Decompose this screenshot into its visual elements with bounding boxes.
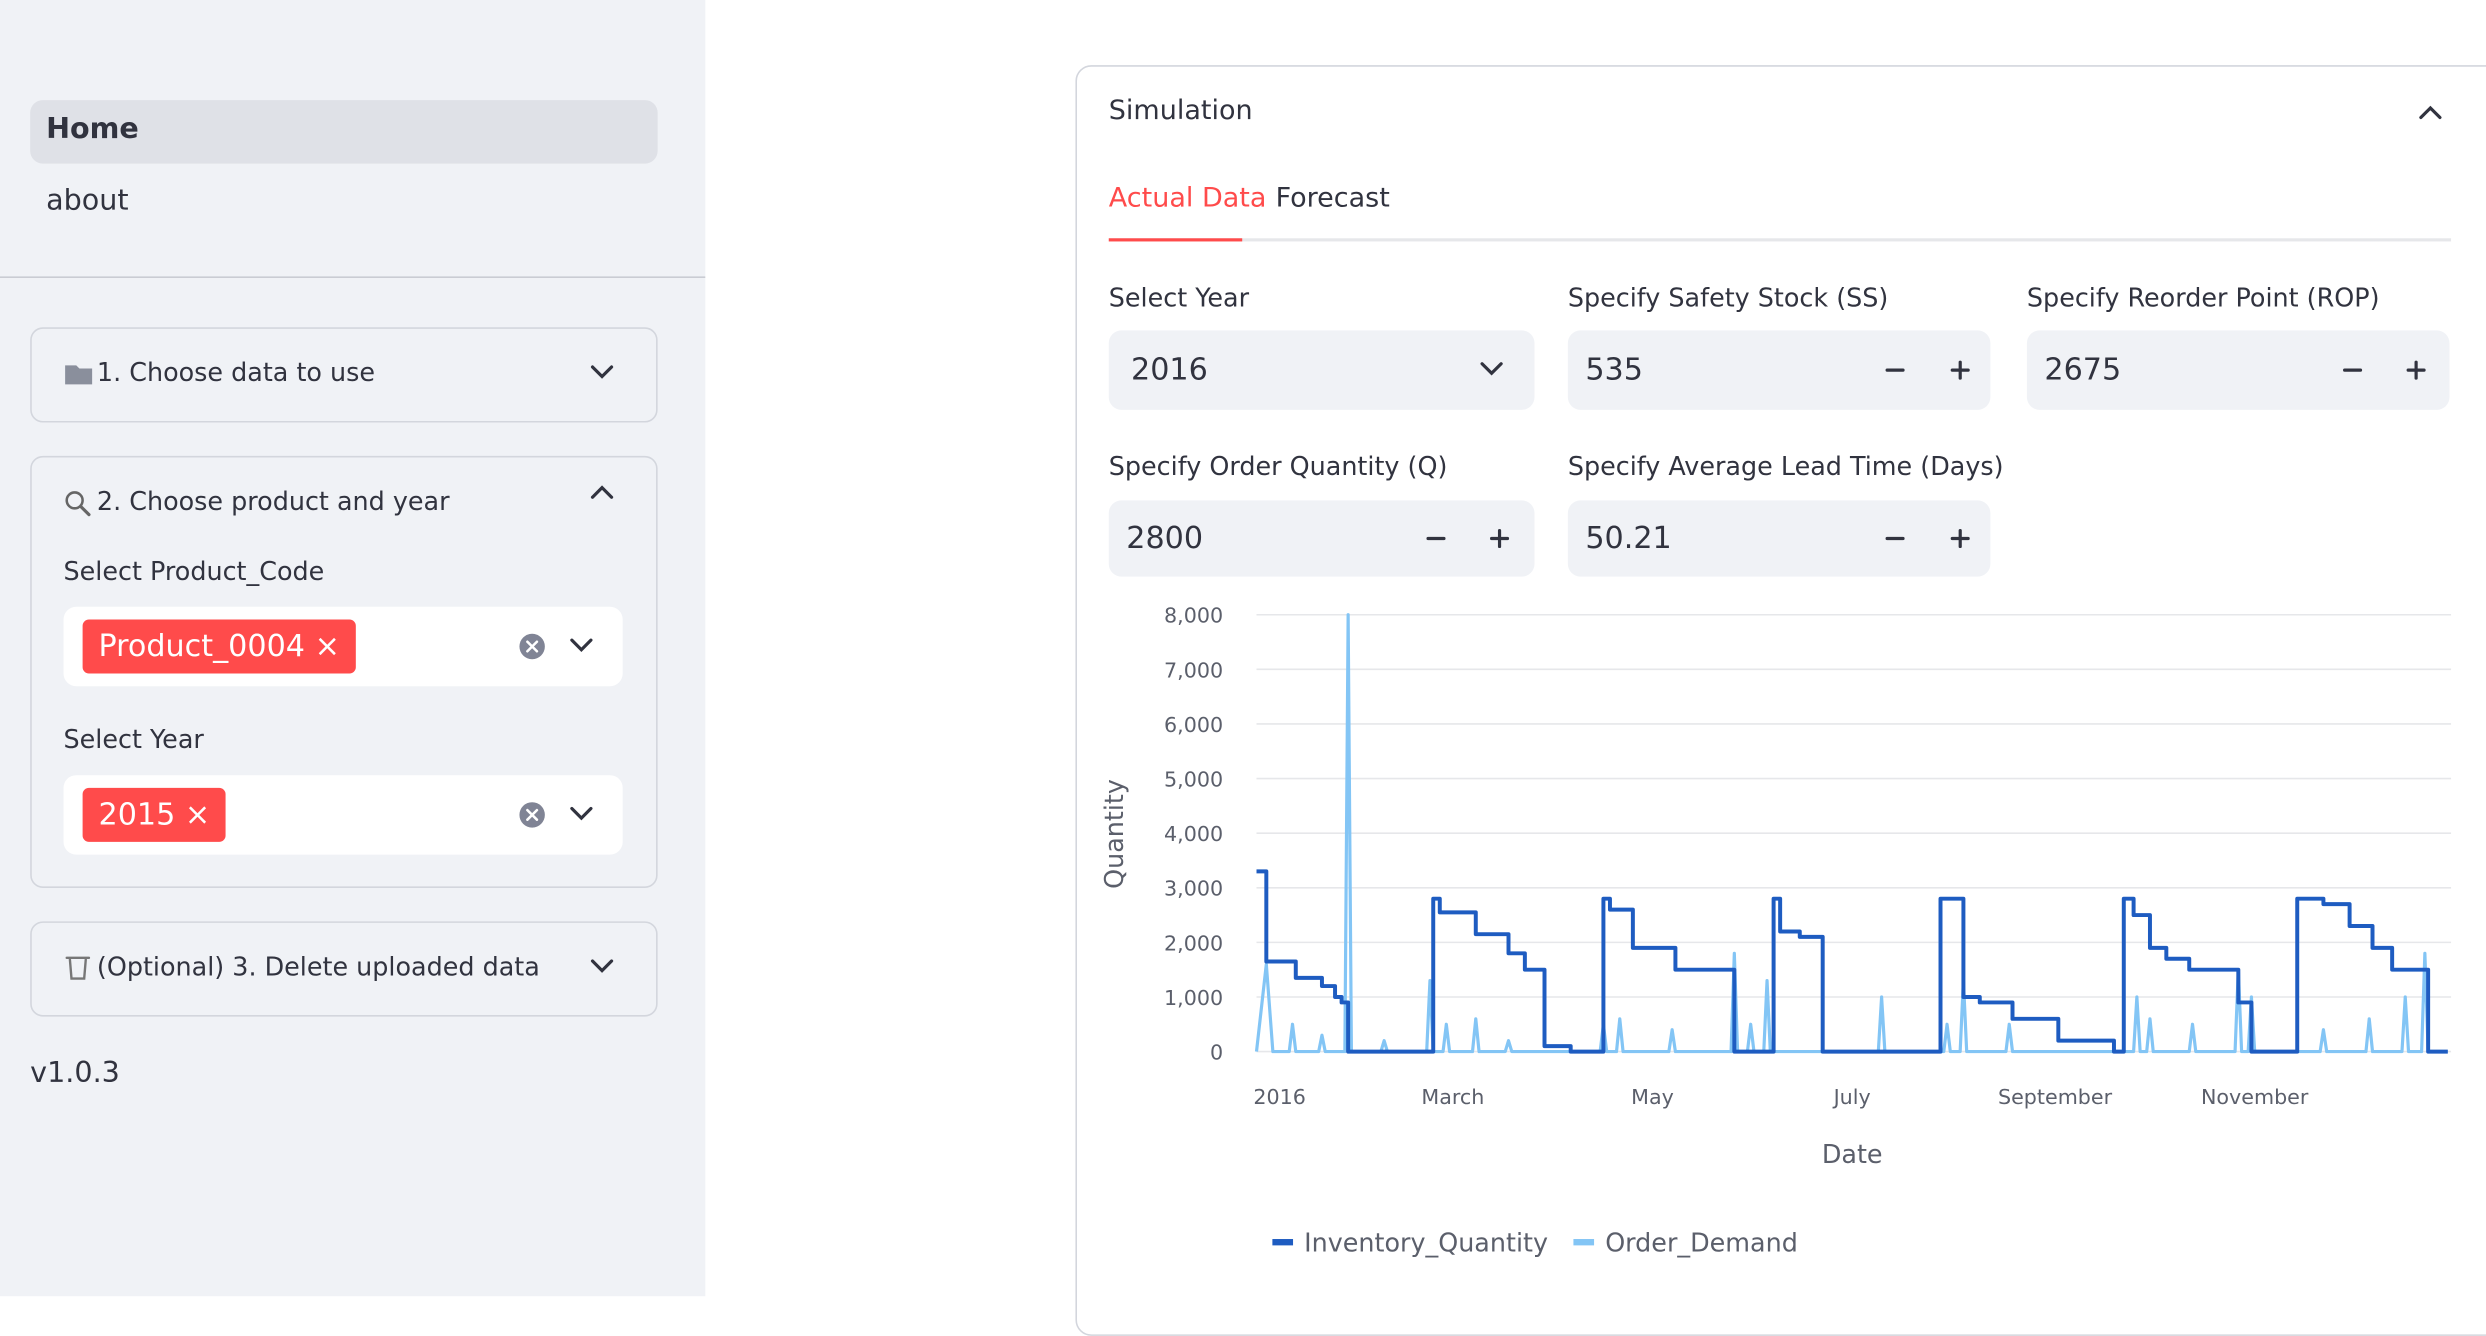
y-tick-label: 6,000: [1164, 713, 1223, 737]
tab-rule: [1108, 238, 2452, 242]
input-label: Specify Order Quantity (Q): [1108, 451, 1448, 482]
nav-active[interactable]: [30, 100, 658, 164]
panel-title[interactable]: Simulation: [1108, 95, 1253, 128]
y-tick-label: 0: [1210, 1041, 1223, 1065]
search-icon: [65, 491, 84, 510]
y-tick-label: 1,000: [1164, 986, 1223, 1010]
input-value: 2800: [1126, 521, 1204, 556]
series-line: [1256, 869, 2448, 1054]
legend-swatch: [1573, 1239, 1595, 1246]
select[interactable]: [1108, 330, 1535, 410]
y-tick-label: 7,000: [1164, 658, 1223, 682]
tag[interactable]: 2015 ×: [82, 787, 227, 842]
divider: [0, 276, 706, 278]
y-tick-label: 3,000: [1164, 877, 1223, 901]
x-tick-label: November: [2201, 1085, 2309, 1109]
y-tick-label: 2,000: [1164, 931, 1223, 955]
tab[interactable]: Actual Data: [1108, 182, 1267, 215]
y-tick-label: 4,000: [1164, 822, 1223, 846]
input-label: Select Year: [1108, 282, 1250, 313]
x-axis-label: Date: [1822, 1139, 1883, 1169]
nav-item[interactable]: about: [46, 184, 129, 218]
tab[interactable]: Forecast: [1275, 182, 1390, 215]
number-input[interactable]: [1567, 500, 1991, 577]
field-label: Select Product_Code: [63, 555, 325, 587]
number-input[interactable]: [1108, 500, 1535, 577]
input-value: 50.21: [1585, 521, 1672, 556]
expander-title[interactable]: 2. Choose product and year: [96, 486, 450, 517]
chart: Quantity Date 0 1,000 2,000 3,000 4,000 5,000…: [1099, 604, 2452, 1258]
legend-label: Order_Demand: [1605, 1228, 1798, 1258]
input-value: 2675: [2044, 352, 2122, 388]
number-input[interactable]: [2026, 330, 2450, 410]
legend-swatch: [1272, 1239, 1294, 1246]
chevron[interactable]: [570, 105, 2442, 973]
x-tick-label: September: [1998, 1085, 2113, 1109]
x-tick-label: May: [1631, 1085, 1674, 1109]
input-label: Specify Reorder Point (ROP): [2026, 282, 2380, 313]
input-label: Specify Average Lead Time (Days): [1567, 451, 2004, 482]
legend-label: Inventory_Quantity: [1304, 1228, 1548, 1258]
tag[interactable]: Product_0004 ×: [82, 619, 356, 674]
sidebar: Home about 1. Choose data to use 2. Choo…: [0, 0, 706, 1297]
tab-indicator: [1108, 238, 1243, 242]
x-tick-label: July: [1832, 1085, 1871, 1109]
expander[interactable]: [30, 327, 658, 423]
x-tick-label: 2016: [1253, 1085, 1306, 1109]
expander: [30, 455, 658, 888]
tag-text: Product_0004: [98, 629, 305, 664]
number-input[interactable]: [1567, 330, 1991, 410]
expander[interactable]: [30, 921, 658, 1017]
overlay: [65, 105, 2442, 980]
x-tick-label: March: [1421, 1085, 1484, 1109]
y-tick-label: 5,000: [1164, 768, 1223, 792]
trash-icon: [65, 956, 91, 980]
tag-text: 2015: [98, 797, 176, 833]
version: v1.0.3: [30, 1056, 120, 1090]
y-axis-label: Quantity: [1099, 779, 1129, 889]
folder-icon: [65, 365, 93, 385]
expander-title[interactable]: 1. Choose data to use: [96, 357, 376, 388]
nav-item[interactable]: Home: [46, 112, 139, 147]
stepper[interactable]: [1426, 360, 2426, 549]
y-tick-label: 8,000: [1164, 604, 1223, 628]
clear-x: [526, 640, 539, 821]
input-value: 2016: [1131, 352, 1208, 388]
input-value: 535: [1585, 352, 1643, 388]
input-label: Specify Safety Stock (SS): [1567, 282, 1889, 313]
expander-title[interactable]: (Optional) 3. Delete uploaded data: [96, 951, 540, 982]
field-label: Select Year: [63, 724, 204, 755]
search-icon: [79, 505, 91, 517]
